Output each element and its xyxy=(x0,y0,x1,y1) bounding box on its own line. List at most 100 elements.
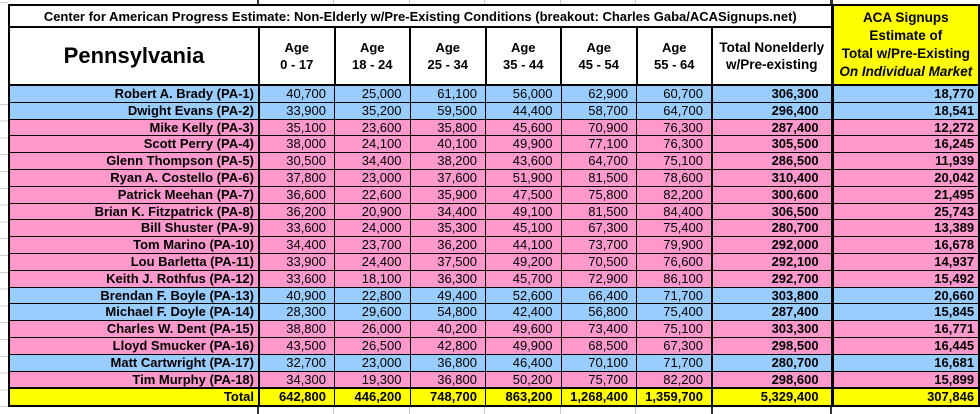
age-value: 33,900 xyxy=(258,253,335,271)
age-value: 25,000 xyxy=(334,85,410,103)
district-representative: Scott Perry (PA-4) xyxy=(9,135,260,154)
row-gridline-ticks xyxy=(0,88,8,407)
age-value: 43,500 xyxy=(258,337,335,355)
aca-signups-column-header: ACA Signups Estimate of Total w/Pre-Exis… xyxy=(830,5,980,86)
district-representative: Total xyxy=(9,387,260,407)
age-value: 23,600 xyxy=(334,119,410,137)
age-value: 86,100 xyxy=(636,270,712,288)
district-row: Patrick Meehan (PA-7) 36,600 22,600 35,900 4… xyxy=(9,186,980,204)
age-value: 38,000 xyxy=(258,135,335,154)
total-nonelderly-value: 292,000 xyxy=(710,236,833,254)
age-value: 22,600 xyxy=(334,186,410,204)
age-value: 35,800 xyxy=(409,119,486,137)
state-name: Pennsylvania xyxy=(9,27,260,86)
aca-estimate-value: 20,660 xyxy=(830,287,980,305)
age-value: 24,100 xyxy=(334,135,410,154)
aca-estimate-value: 15,492 xyxy=(830,270,980,288)
district-representative: Michael F. Doyle (PA-14) xyxy=(9,303,260,322)
age-value: 61,100 xyxy=(409,85,486,103)
age-value: 46,400 xyxy=(485,354,561,372)
age-value: 84,400 xyxy=(636,203,712,221)
age-value: 56,800 xyxy=(560,303,637,322)
age-value: 45,600 xyxy=(485,119,561,137)
age-value: 19,300 xyxy=(334,371,410,389)
age-value: 76,600 xyxy=(636,253,712,271)
age-value: 70,500 xyxy=(560,253,637,271)
aca-estimate-value: 16,681 xyxy=(830,354,980,372)
header-line: 45 - 54 xyxy=(578,57,619,72)
aca-estimate-value: 21,495 xyxy=(830,186,980,204)
header-line: 0 - 17 xyxy=(280,57,314,72)
age-value: 24,400 xyxy=(334,253,410,271)
age-value: 24,000 xyxy=(334,219,410,238)
age-value: 82,200 xyxy=(636,186,712,204)
age-value: 36,200 xyxy=(409,236,486,254)
age-value: 33,600 xyxy=(258,219,335,238)
age-value: 73,400 xyxy=(560,320,637,338)
age-value: 54,800 xyxy=(409,303,486,322)
age-value: 35,300 xyxy=(409,219,486,238)
total-nonelderly-column-header: Total Nonelderly w/Pre-existing xyxy=(710,27,833,86)
aca-estimate-value: 16,245 xyxy=(830,135,980,154)
district-row: Lou Barletta (PA-11) 33,900 24,400 37,500 49… xyxy=(9,253,980,271)
age-value: 748,700 xyxy=(409,387,486,407)
age-value: 64,700 xyxy=(636,102,712,120)
district-row: Tom Marino (PA-10) 34,400 23,700 36,200 44,1… xyxy=(9,236,980,254)
gridline xyxy=(484,407,485,414)
age-value: 33,900 xyxy=(258,102,335,120)
age-value: 29,600 xyxy=(334,303,410,322)
age-value: 75,100 xyxy=(636,152,712,170)
age-value: 50,200 xyxy=(485,371,561,389)
age-value: 47,500 xyxy=(485,186,561,204)
district-representative: Lloyd Smucker (PA-16) xyxy=(9,337,260,355)
age-value: 75,400 xyxy=(636,303,712,322)
district-row: Scott Perry (PA-4) 38,000 24,100 40,100 49,9… xyxy=(9,135,980,154)
district-representative: Tim Murphy (PA-18) xyxy=(9,371,260,389)
age-value: 75,700 xyxy=(560,371,637,389)
age-column-header-0-17: Age 0 - 17 xyxy=(258,27,335,86)
age-value: 49,400 xyxy=(409,287,486,305)
total-nonelderly-value: 280,700 xyxy=(710,354,833,372)
aca-estimate-value: 20,042 xyxy=(830,169,980,187)
aca-estimate-value: 12,272 xyxy=(830,119,980,137)
age-value: 70,900 xyxy=(560,119,637,137)
age-value: 34,400 xyxy=(409,203,486,221)
district-row: Lloyd Smucker (PA-16) 43,500 26,500 42,800 4… xyxy=(9,337,980,355)
age-value: 79,900 xyxy=(636,236,712,254)
total-nonelderly-value: 292,700 xyxy=(710,270,833,288)
aca-estimate-value: 16,771 xyxy=(830,320,980,338)
age-value: 32,700 xyxy=(258,354,335,372)
age-value: 35,100 xyxy=(258,119,335,137)
district-row: Robert A. Brady (PA-1) 40,700 25,000 61,100… xyxy=(9,85,980,103)
aca-header-line: On Individual Market xyxy=(839,64,973,79)
age-value: 81,500 xyxy=(560,169,637,187)
gridline xyxy=(484,0,485,4)
total-nonelderly-value: 305,500 xyxy=(710,135,833,154)
gridline xyxy=(333,0,334,4)
age-value: 68,500 xyxy=(560,337,637,355)
age-value: 36,200 xyxy=(258,203,335,221)
age-value: 44,400 xyxy=(485,102,561,120)
age-value: 49,200 xyxy=(485,253,561,271)
age-value: 26,000 xyxy=(334,320,410,338)
aca-estimate-value: 16,678 xyxy=(830,236,980,254)
gridline xyxy=(257,0,259,4)
header-line: Age xyxy=(510,40,536,55)
header-line: Age xyxy=(661,40,687,55)
age-value: 36,800 xyxy=(409,354,486,372)
total-nonelderly-value: 287,400 xyxy=(710,303,833,322)
aca-estimate-value: 13,389 xyxy=(830,219,980,238)
district-representative: Bill Shuster (PA-9) xyxy=(9,219,260,238)
age-value: 42,400 xyxy=(485,303,561,322)
header-line: Total Nonelderly xyxy=(719,40,825,55)
age-value: 66,400 xyxy=(560,287,637,305)
total-nonelderly-value: 303,300 xyxy=(710,320,833,338)
age-value: 78,600 xyxy=(636,169,712,187)
gridline xyxy=(635,407,636,414)
total-nonelderly-value: 303,800 xyxy=(710,287,833,305)
age-value: 30,500 xyxy=(258,152,335,170)
total-nonelderly-value: 300,600 xyxy=(710,186,833,204)
age-value: 62,900 xyxy=(560,85,637,103)
total-nonelderly-value: 292,100 xyxy=(710,253,833,271)
